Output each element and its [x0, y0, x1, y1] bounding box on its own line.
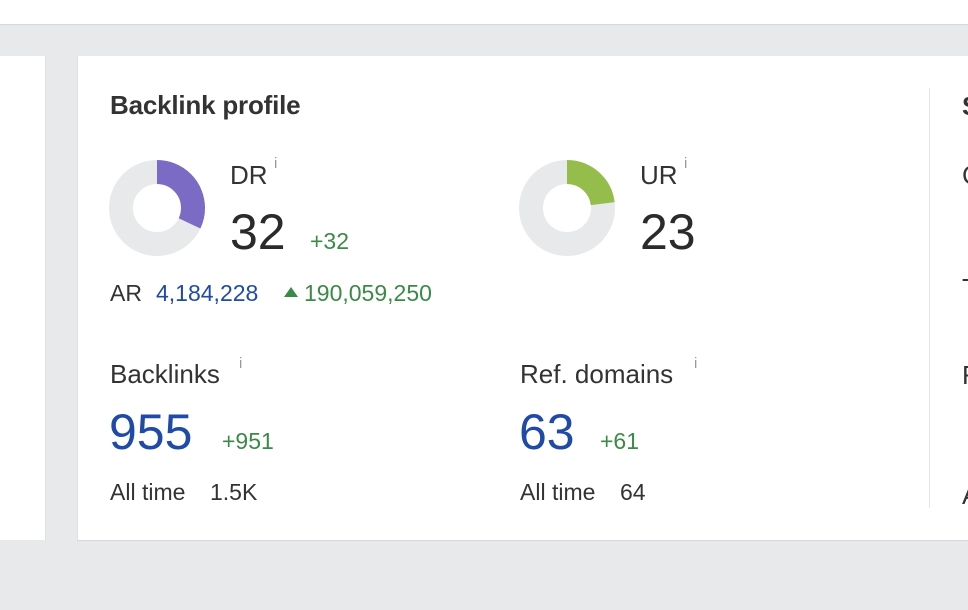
right-panel-row3-partial: F: [962, 360, 968, 391]
ref-domains-all-time-value: 64: [620, 479, 646, 505]
right-panel-row1-partial: C: [962, 160, 968, 191]
backlinks-info-icon[interactable]: i: [239, 355, 243, 372]
ur-donut-arc: [519, 160, 615, 256]
ur-value: 23: [640, 204, 696, 260]
ref-domains-all-time-label: All time: [520, 479, 596, 505]
ur-donut-chart: [519, 160, 615, 256]
right-panel-row4-partial: A: [962, 480, 968, 511]
dr-label: DR: [230, 160, 268, 190]
right-panel-title-partial: S: [962, 91, 968, 122]
right-panel-row2-partial: T: [962, 273, 968, 304]
backlinks-all-time-label: All time: [110, 479, 186, 505]
ur-label: UR: [640, 160, 678, 190]
backlinks-delta: +951: [222, 428, 274, 454]
dr-donut-arc: [109, 160, 205, 256]
ar-delta: 190,059,250: [304, 280, 432, 306]
dr-value: 32: [230, 204, 286, 260]
backlink-profile-card: [77, 56, 968, 541]
backlinks-label: Backlinks: [110, 359, 220, 389]
dr-delta: +32: [310, 228, 350, 254]
backlinks-value[interactable]: 955: [109, 404, 193, 460]
ur-info-icon[interactable]: i: [684, 155, 688, 172]
ar-value[interactable]: 4,184,228: [156, 280, 259, 306]
top-bar: [0, 0, 968, 25]
ar-up-arrow-icon: [284, 287, 298, 297]
dr-donut-chart: [109, 160, 205, 256]
ref-domains-delta: +61: [600, 428, 640, 454]
ref-domains-info-icon[interactable]: i: [694, 355, 698, 372]
backlinks-all-time-value: 1.5K: [210, 479, 258, 505]
section-title: Backlink profile: [110, 90, 301, 120]
ref-domains-value[interactable]: 63: [519, 404, 575, 460]
dr-info-icon[interactable]: i: [274, 155, 278, 172]
ar-label: AR: [110, 280, 142, 306]
ref-domains-label: Ref. domains: [520, 359, 674, 389]
left-card-edge: [0, 56, 46, 540]
panel-divider: [929, 88, 930, 508]
